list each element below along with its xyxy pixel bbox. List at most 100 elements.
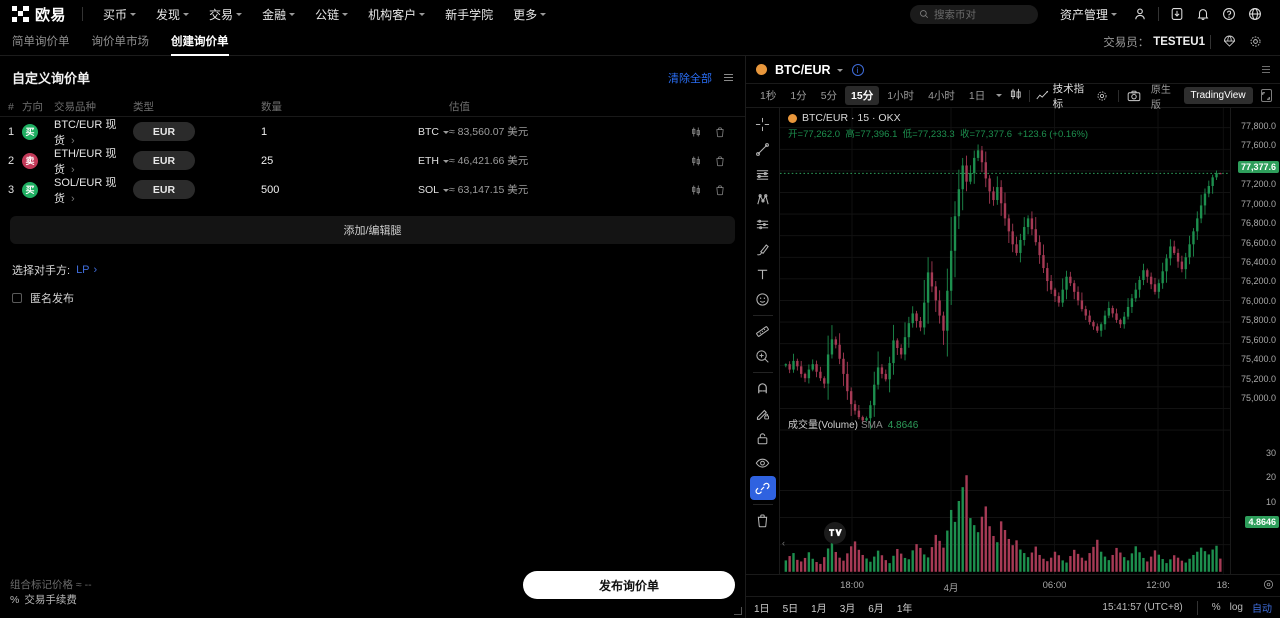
chart-pair-name[interactable]: BTC/EUR [775, 62, 831, 77]
type-pill[interactable]: EUR [133, 122, 195, 141]
eye-icon[interactable] [750, 451, 776, 475]
direction-badge[interactable]: 买 [22, 181, 38, 198]
rfq-tab-0[interactable]: 简单询价单 [12, 35, 70, 48]
publish-rfq-button[interactable]: 发布询价单 [523, 571, 735, 599]
currency-select[interactable]: ETH [393, 155, 449, 167]
range-1年[interactable]: 1年 [896, 604, 913, 615]
row-currency[interactable]: ETH [393, 155, 449, 167]
lock-icon[interactable] [750, 426, 776, 450]
user-icon[interactable] [1127, 1, 1153, 27]
row-quantity-input[interactable]: 500 [257, 184, 393, 196]
horizontal-lines-icon[interactable] [750, 162, 776, 186]
panel-menu-icon[interactable] [724, 73, 733, 82]
row-quantity-input[interactable]: 1 [257, 126, 393, 138]
tradingview-view-tab[interactable]: TradingView [1183, 87, 1253, 104]
delete-row-icon[interactable] [713, 125, 727, 139]
brush-icon[interactable] [750, 237, 776, 261]
timeframe-1日[interactable]: 1日 [968, 90, 986, 102]
delete-row-icon[interactable] [713, 154, 727, 168]
currency-select[interactable]: SOL [393, 184, 449, 196]
indicators-button[interactable]: 技术指标 [1036, 81, 1092, 111]
ruler-icon[interactable] [750, 319, 776, 343]
download-icon[interactable] [1164, 1, 1190, 27]
chevron-right-icon[interactable]: › [71, 134, 75, 147]
timeframe-5分[interactable]: 5分 [820, 90, 838, 102]
type-pill[interactable]: EUR [133, 180, 195, 199]
direction-badge[interactable]: 卖 [22, 152, 38, 169]
range-3月[interactable]: 3月 [839, 604, 856, 615]
timeframe-15分[interactable]: 15分 [845, 86, 880, 105]
okx-logo[interactable]: 欧易 [12, 4, 66, 25]
resize-grip[interactable] [734, 607, 742, 615]
search-input[interactable]: 搜索币对 [909, 4, 1038, 24]
timeframe-chevron-down-icon[interactable] [996, 94, 1003, 97]
chevron-right-icon[interactable]: › [71, 192, 75, 205]
percent-scale-button[interactable]: % [1211, 602, 1221, 613]
emoji-icon[interactable] [750, 287, 776, 311]
nav-item-5[interactable]: 机构客户 [358, 0, 435, 28]
chevron-right-icon[interactable]: › [71, 163, 75, 176]
candlestick-icon[interactable] [689, 154, 703, 168]
fib-icon[interactable] [750, 212, 776, 236]
row-direction[interactable]: 买 [22, 123, 54, 140]
type-pill[interactable]: EUR [133, 151, 195, 170]
direction-badge[interactable]: 买 [22, 123, 38, 140]
candle-type-icon[interactable] [1009, 88, 1023, 103]
row-currency[interactable]: BTC [393, 126, 449, 138]
anonymous-checkbox[interactable] [12, 293, 22, 303]
info-icon[interactable]: i [851, 63, 864, 76]
row-direction[interactable]: 卖 [22, 152, 54, 169]
gear-icon[interactable] [1242, 29, 1268, 55]
chevron-right-icon[interactable]: › [93, 264, 98, 276]
crosshair-icon[interactable] [750, 112, 776, 136]
rfq-tab-1[interactable]: 询价单市场 [91, 35, 150, 48]
timeframe-4小时[interactable]: 4小时 [928, 90, 955, 102]
assets-menu[interactable]: 资产管理 [1050, 0, 1127, 28]
chevron-down-icon[interactable] [836, 68, 843, 72]
timeframe-1小时[interactable]: 1小时 [887, 90, 915, 102]
native-view-tab[interactable]: 原生版 [1150, 84, 1171, 111]
row-direction[interactable]: 买 [22, 181, 54, 198]
range-5日[interactable]: 5日 [782, 604, 799, 615]
time-axis-reset-icon[interactable] [1263, 579, 1274, 593]
chart-settings-gear-icon[interactable] [1093, 86, 1112, 106]
zoom-in-icon[interactable] [750, 344, 776, 368]
parachute-icon[interactable] [1216, 29, 1242, 55]
trash-icon[interactable] [750, 508, 776, 532]
timeframe-1秒[interactable]: 1秒 [760, 90, 777, 102]
time-axis[interactable]: 18:00 4月 06:00 12:00 18: [746, 574, 1280, 596]
row-currency[interactable]: SOL [393, 184, 449, 196]
rfq-tab-2[interactable]: 创建询价单 [171, 28, 229, 56]
nav-item-3[interactable]: 金融 [252, 0, 305, 28]
row-quantity-input[interactable]: 25 [257, 155, 393, 167]
clear-all-button[interactable]: 清除全部 [668, 72, 712, 85]
range-1月[interactable]: 1月 [811, 604, 827, 615]
nav-item-4[interactable]: 公链 [305, 0, 358, 28]
range-6月[interactable]: 6月 [868, 604, 884, 615]
log-scale-button[interactable]: log [1229, 602, 1243, 613]
row-instrument[interactable]: ETH/EUR 现货 › [54, 145, 129, 177]
tradingview-logo-icon[interactable] [824, 522, 846, 544]
price-axis[interactable]: 77,800.077,600.077,400.077,200.077,000.0… [1230, 108, 1280, 574]
delete-row-icon[interactable] [713, 183, 727, 197]
trendline-icon[interactable] [750, 137, 776, 161]
add-edit-leg-button[interactable]: 添加/编辑腿 [10, 216, 735, 244]
scroll-left-arrow-icon[interactable]: ‹ [782, 538, 785, 548]
camera-snapshot-icon[interactable] [1125, 86, 1144, 106]
help-icon[interactable] [1216, 1, 1242, 27]
bell-icon[interactable] [1190, 1, 1216, 27]
currency-select[interactable]: BTC [393, 126, 449, 138]
price-plot[interactable]: BTC/EUR · 15 · OKX 开=77,262.0 高=77,396.1… [780, 108, 1230, 574]
candlestick-icon[interactable] [689, 125, 703, 139]
row-instrument[interactable]: SOL/EUR 现货 › [54, 174, 129, 206]
magnet-icon[interactable] [750, 376, 776, 400]
counterparty-value[interactable]: LP [76, 264, 90, 276]
link-icon[interactable] [749, 476, 776, 500]
nav-item-6[interactable]: 新手学院 [435, 0, 503, 28]
auto-scale-button[interactable]: 自动 [1252, 604, 1272, 615]
candlestick-icon[interactable] [689, 183, 703, 197]
timeframe-1分[interactable]: 1分 [790, 90, 807, 102]
range-1日[interactable]: 1日 [754, 604, 770, 615]
nav-item-7[interactable]: 更多 [503, 0, 556, 28]
text-icon[interactable] [750, 262, 776, 286]
